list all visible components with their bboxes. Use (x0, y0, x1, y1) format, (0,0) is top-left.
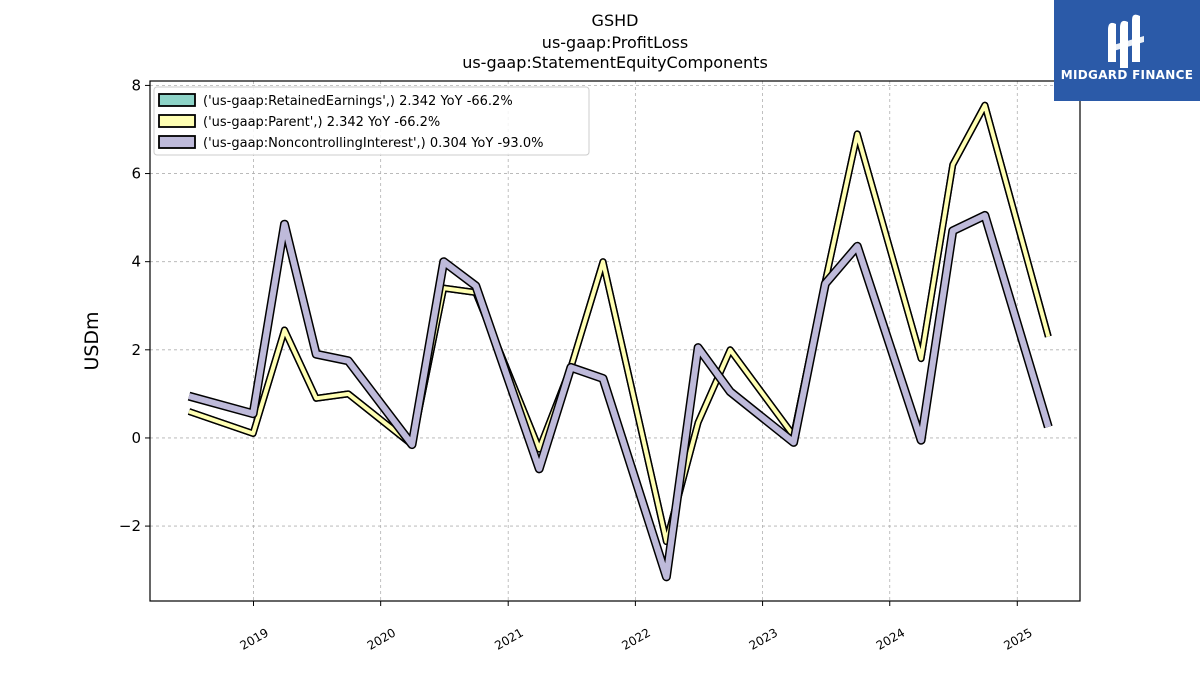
legend-swatch-2 (158, 114, 196, 128)
y-axis-title: USDm (81, 311, 103, 370)
legend-label-2: ('us-gaap:Parent',) 2.342 YoY -66.2% (203, 115, 440, 130)
x-tick-label: 2025 (1001, 625, 1034, 652)
midgard-logo-icon (1108, 14, 1144, 68)
y-tick-label: 2 (131, 341, 141, 359)
legend-swatch-1 (158, 93, 196, 107)
brand-logo: MIDGARD FINANCE (1054, 0, 1200, 101)
y-tick-label: 6 (131, 165, 141, 183)
y-tick-label: 4 (131, 253, 141, 271)
y-tick-label: 0 (131, 429, 141, 447)
series-2 (187, 101, 1052, 545)
x-tick-label: 2019 (238, 625, 271, 652)
legend-box (153, 86, 590, 156)
y-ticks: −2 0 2 4 6 8 (119, 76, 150, 535)
legend-swatch-3 (158, 135, 196, 149)
chart-title-line-2: us-gaap:ProfitLoss (542, 33, 688, 52)
legend: ('us-gaap:RetainedEarnings',) 2.342 YoY … (153, 86, 590, 156)
series-3 (187, 210, 1053, 582)
x-tick-label: 2023 (747, 625, 780, 652)
legend-label-3: ('us-gaap:NoncontrollingInterest',) 0.30… (203, 136, 543, 151)
y-tick-label: 8 (131, 76, 141, 94)
chart-title-line-3: us-gaap:StatementEquityComponents (462, 53, 768, 72)
x-tick-label: 2022 (619, 625, 652, 652)
legend-label-1: ('us-gaap:RetainedEarnings',) 2.342 YoY … (203, 94, 513, 109)
plot-frame (149, 80, 1081, 602)
series-layer (187, 101, 1053, 582)
series-2-line (188, 103, 1051, 544)
y-tick-label: −2 (119, 517, 141, 535)
x-ticks: 2019 2020 2021 2022 2023 2024 2025 (238, 601, 1035, 653)
chart-title-line-1: GSHD (592, 11, 639, 30)
x-tick-label: 2024 (874, 625, 907, 652)
x-tick-label: 2021 (492, 625, 525, 652)
x-tick-label: 2020 (365, 625, 398, 652)
logo-text: MIDGARD FINANCE (1060, 68, 1194, 82)
series-3-line (188, 212, 1052, 580)
